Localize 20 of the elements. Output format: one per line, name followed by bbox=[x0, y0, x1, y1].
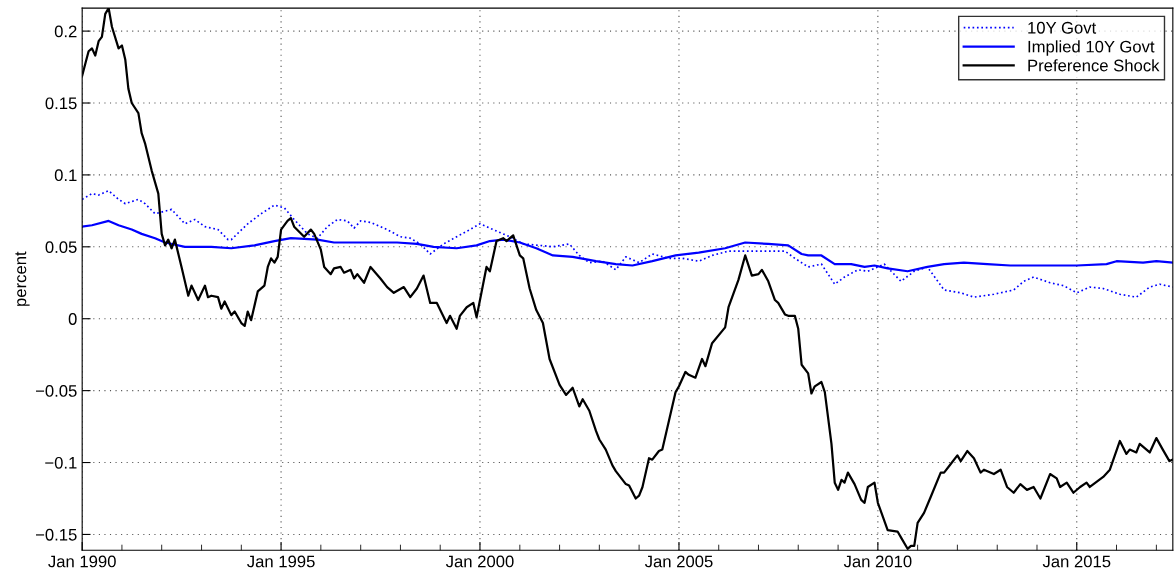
x-tick-label: Jan 1995 bbox=[247, 555, 315, 568]
x-tick-label: Jan 2005 bbox=[644, 555, 713, 568]
y-tick-label: 0.05 bbox=[45, 241, 77, 254]
y-tick-label: 0 bbox=[68, 313, 77, 325]
y-tick-label: −0.1 bbox=[45, 456, 77, 469]
legend-label: 10Y Govt bbox=[1028, 21, 1097, 34]
legend-label: Preference Shock bbox=[1028, 59, 1160, 72]
x-tick-label: Jan 2015 bbox=[1042, 555, 1111, 568]
y-tick-label: −0.15 bbox=[35, 528, 77, 541]
y-axis-title: percent bbox=[15, 251, 30, 306]
line-series bbox=[82, 8, 1173, 550]
y-tick-label: 0.2 bbox=[54, 25, 77, 38]
legend-label: Implied 10Y Govt bbox=[1028, 40, 1155, 56]
y-tick-label: 0.1 bbox=[54, 169, 77, 182]
line-series bbox=[82, 189, 1173, 298]
x-tick-label: Jan 2010 bbox=[843, 555, 912, 568]
x-tick-label: Jan 1990 bbox=[48, 555, 116, 568]
y-tick-label: −0.05 bbox=[35, 385, 77, 397]
x-tick-label: Jan 2000 bbox=[445, 555, 514, 568]
y-tick-label: 0.15 bbox=[45, 97, 77, 110]
